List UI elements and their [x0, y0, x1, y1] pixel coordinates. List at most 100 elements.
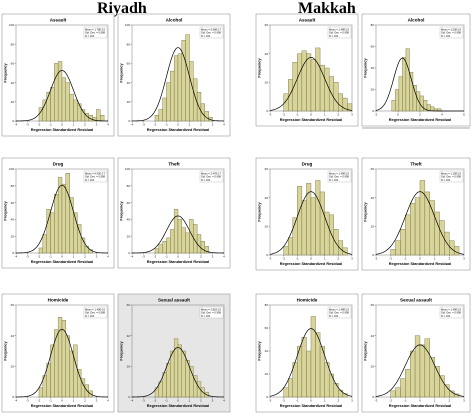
histogram-bar [414, 197, 421, 256]
stats-legend-line: Mean = 1.49E-15 [85, 307, 106, 311]
histogram-bar [77, 369, 82, 398]
x-tick-label: 2 [337, 113, 339, 117]
histogram-bar [333, 228, 339, 256]
normal-curve [375, 344, 465, 397]
y-tick-label: 80 [127, 184, 131, 188]
y-tick-label: 0 [12, 395, 14, 399]
histogram-bar [453, 246, 460, 256]
y-tick-label: 20 [265, 225, 269, 229]
y-tick-label: 0 [372, 253, 374, 257]
x-tick-label: 2 [84, 399, 86, 403]
stats-legend-line: Mean = 1.48E-15 [329, 307, 350, 311]
y-tick-label: 40 [11, 334, 15, 338]
x-tick-label: 2 [84, 255, 86, 259]
y-tick-label: 60 [371, 167, 375, 171]
stats-legend-line: N = 104 [85, 178, 95, 182]
histogram-bar [297, 185, 303, 256]
y-tick-label: 0 [266, 395, 268, 399]
histogram-bar [398, 76, 403, 112]
x-tick-label: -3 [26, 255, 29, 259]
x-tick-label: 4 [223, 255, 225, 259]
stats-legend [199, 170, 224, 183]
histogram-bar [196, 234, 202, 254]
x-tick-label: 0 [419, 257, 421, 261]
y-tick-label: 40 [127, 218, 131, 222]
histogram-bar [310, 59, 316, 112]
x-axis-label: Regression Standardized Residual [31, 260, 93, 264]
y-tick-label: 40 [371, 196, 375, 200]
histogram-bar [57, 177, 63, 254]
y-tick-label: 40 [265, 196, 269, 200]
histogram-bar [400, 378, 406, 398]
x-axis-label: Regression Standardized Residual [147, 260, 209, 264]
y-tick-label: 60 [127, 303, 131, 307]
x-axis-label: Regression Standardized Residual [280, 118, 342, 122]
stats-legend-line: Std. Dev. = 0.998 [201, 175, 221, 179]
x-tick-label: 3 [463, 399, 465, 403]
histogram-bar [50, 87, 55, 122]
histogram-bar [395, 89, 400, 112]
histogram-bar [69, 93, 74, 122]
stats-legend-line: Std. Dev. = 0.998 [329, 311, 349, 315]
histogram-bar [46, 91, 51, 122]
y-tick-label: 0 [372, 109, 374, 113]
x-tick-label: 2 [200, 123, 202, 127]
histogram-bar [46, 209, 51, 254]
histogram-bar [158, 109, 163, 122]
y-tick-label: 40 [11, 81, 15, 85]
stats-legend-line: Std. Dev. = 0.998 [85, 175, 105, 179]
histogram-bar [158, 244, 163, 254]
stats-legend [439, 306, 464, 319]
chart-title: Theft [410, 162, 422, 167]
x-tick-label: -3 [26, 123, 29, 127]
y-tick-label: 40 [371, 66, 375, 70]
stats-legend [439, 26, 464, 39]
histogram-bar [65, 172, 70, 254]
stats-legend-line: N = 104 [329, 34, 339, 38]
histogram-bar [429, 200, 435, 256]
histogram-bar [419, 95, 424, 112]
x-tick-label: 4 [441, 113, 443, 117]
stats-legend [83, 306, 108, 319]
x-tick-label: -2 [375, 113, 378, 117]
histogram-bar [181, 227, 186, 254]
x-tick-label: 0 [177, 123, 179, 127]
stats-legend-line: Mean = 6.53E-17 [85, 171, 106, 175]
x-tick-label: -1 [404, 257, 407, 261]
histogram-bar [400, 228, 406, 256]
y-tick-label: 20 [11, 365, 15, 369]
stats-legend-line: N = 104 [441, 178, 451, 182]
y-tick-label: 40 [127, 81, 131, 85]
x-tick-label: -1 [296, 257, 299, 261]
chart-title: Homicide [297, 298, 318, 303]
y-tick-label: 40 [371, 334, 375, 338]
histogram-bar [319, 64, 325, 112]
histogram-bar [347, 103, 353, 112]
y-tick-label: 40 [265, 349, 269, 353]
x-axis-label: Regression Standardized Residual [147, 404, 209, 408]
region-title-makkah: Makkah [298, 0, 356, 17]
histogram-bar [283, 93, 289, 112]
x-tick-label: 3 [96, 255, 98, 259]
stats-legend [199, 26, 224, 39]
x-tick-label: 4 [107, 123, 109, 127]
y-tick-label: 40 [11, 218, 15, 222]
histogram-bar [283, 246, 289, 256]
x-tick-label: -1 [404, 399, 407, 403]
x-tick-label: -2 [154, 399, 157, 403]
x-tick-label: -4 [131, 255, 134, 259]
x-tick-label: 3 [351, 113, 353, 117]
histogram-bar [65, 335, 70, 398]
x-tick-label: 2 [337, 399, 339, 403]
y-tick-label: 60 [265, 167, 269, 171]
y-tick-label: 60 [265, 326, 269, 330]
histogram-bar [306, 53, 312, 112]
histogram-bar [61, 183, 67, 254]
y-axis-label: Frequency [364, 341, 368, 361]
histogram-bar [154, 248, 160, 254]
x-tick-label: 3 [463, 257, 465, 261]
y-tick-label: 60 [11, 62, 15, 66]
normal-curve [375, 191, 465, 255]
x-tick-label: 2 [448, 257, 450, 261]
normal-curve [15, 184, 109, 254]
